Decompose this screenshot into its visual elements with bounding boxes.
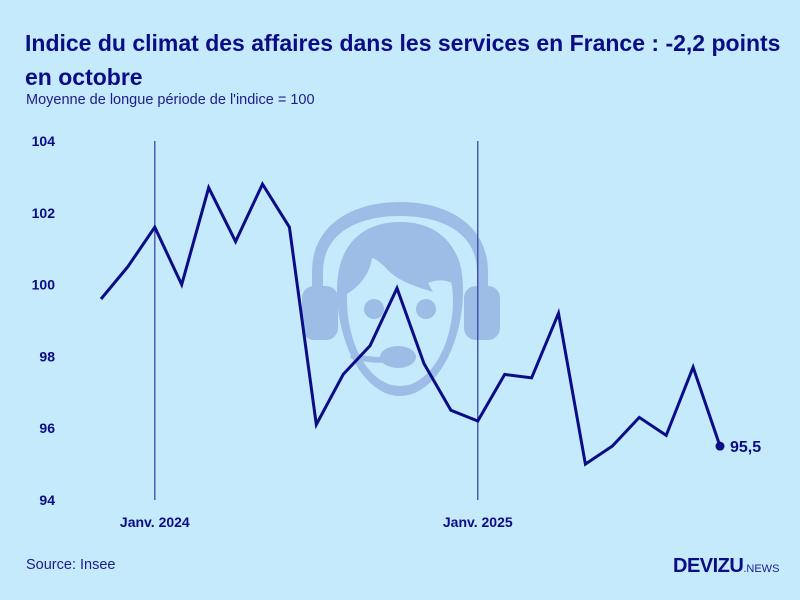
data-point (207, 186, 210, 189)
data-point (449, 409, 452, 412)
last-value-label: 95,5 (730, 439, 761, 456)
data-point (557, 312, 560, 315)
y-tick-label: 94 (39, 492, 55, 508)
data-point (288, 226, 291, 229)
data-point (611, 445, 614, 448)
x-tick-label: Janv. 2024 (120, 514, 190, 530)
y-tick-label: 96 (39, 420, 55, 436)
data-point (665, 434, 668, 437)
data-point (315, 423, 318, 426)
data-point (369, 344, 372, 347)
call-center-agent-headset-icon (302, 202, 500, 396)
data-point (584, 463, 587, 466)
x-tick-label: Janv. 2025 (443, 514, 513, 530)
data-point (638, 416, 641, 419)
data-point (476, 420, 479, 423)
data-point (261, 183, 264, 186)
data-point (100, 297, 103, 300)
data-point (692, 366, 695, 369)
data-point (530, 376, 533, 379)
logo-sub-text: .NEWS (743, 563, 780, 575)
data-point (180, 283, 183, 286)
data-point (153, 226, 156, 229)
chart-subtitle: Moyenne de longue période de l'indice = … (26, 92, 315, 108)
series-line-services-index (99, 180, 722, 467)
data-point (342, 373, 345, 376)
logo-main-text: DEVIZU (673, 555, 744, 577)
source-note: Source: Insee (26, 557, 116, 573)
data-point (396, 287, 399, 290)
y-tick-label: 100 (32, 277, 56, 293)
last-value-dot (715, 441, 725, 451)
data-point (422, 362, 425, 365)
chart-title: Indice du climat des affaires dans les s… (25, 30, 781, 90)
data-point (503, 373, 506, 376)
data-point (234, 240, 237, 243)
devizu-logo: DEVIZU.NEWS (673, 555, 779, 578)
y-tick-label: 102 (32, 205, 56, 221)
y-tick-label: 104 (32, 133, 56, 149)
y-tick-label: 98 (39, 348, 55, 364)
data-point (126, 265, 129, 268)
